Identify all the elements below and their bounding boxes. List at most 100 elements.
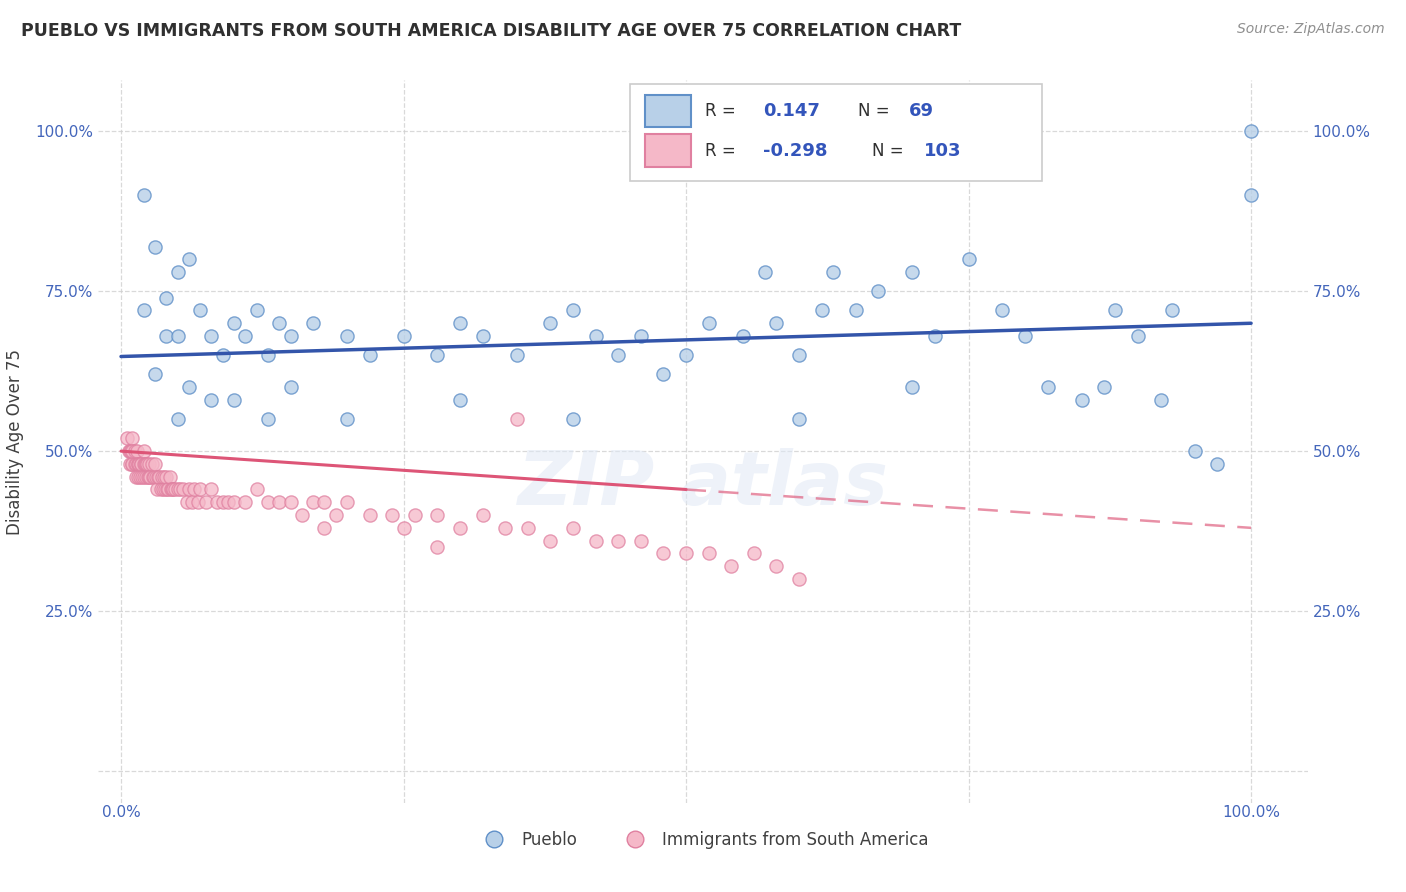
Bar — [645, 135, 690, 167]
Point — [124, 457, 146, 471]
Point — [336, 329, 359, 343]
Point — [166, 483, 188, 497]
Text: N =: N = — [872, 142, 904, 160]
Point — [135, 457, 157, 471]
Point — [177, 252, 200, 267]
Text: 0.0%: 0.0% — [101, 805, 141, 820]
Point — [585, 533, 607, 548]
Point — [222, 392, 245, 407]
Point — [217, 495, 239, 509]
Point — [449, 316, 471, 330]
Point — [505, 348, 527, 362]
Point — [1184, 444, 1206, 458]
Point — [200, 329, 222, 343]
Point — [125, 444, 148, 458]
Point — [742, 546, 765, 560]
Point — [336, 412, 359, 426]
Point — [194, 495, 217, 509]
Point — [160, 483, 183, 497]
Bar — [645, 95, 690, 128]
Point — [787, 348, 810, 362]
Point — [607, 348, 630, 362]
Point — [120, 457, 142, 471]
Point — [585, 329, 607, 343]
Text: 0.147: 0.147 — [763, 103, 820, 120]
Point — [127, 457, 149, 471]
Point — [269, 495, 291, 509]
Point — [325, 508, 347, 522]
Point — [187, 495, 209, 509]
Text: R =: R = — [706, 142, 741, 160]
Point — [177, 483, 200, 497]
Point — [121, 444, 143, 458]
Point — [720, 559, 742, 574]
Point — [120, 444, 142, 458]
Point — [302, 316, 325, 330]
Point — [156, 483, 179, 497]
Point — [143, 457, 166, 471]
Point — [924, 329, 946, 343]
Point — [155, 329, 177, 343]
Point — [127, 457, 149, 471]
Point — [675, 348, 697, 362]
Point — [991, 303, 1014, 318]
Point — [148, 469, 170, 483]
Point — [359, 508, 381, 522]
Point — [392, 329, 415, 343]
Point — [141, 457, 163, 471]
Point — [901, 265, 924, 279]
Point — [233, 495, 256, 509]
Point — [132, 469, 155, 483]
Point — [162, 483, 184, 497]
Point — [269, 316, 291, 330]
Point — [120, 444, 142, 458]
Point — [155, 469, 177, 483]
Point — [152, 483, 174, 497]
Bar — [630, 84, 1042, 181]
Point — [211, 348, 233, 362]
Point — [246, 303, 269, 318]
Point — [124, 444, 146, 458]
Text: Source: ZipAtlas.com: Source: ZipAtlas.com — [1237, 22, 1385, 37]
Point — [1240, 188, 1263, 202]
Point — [392, 521, 415, 535]
Point — [280, 380, 302, 394]
Point — [125, 457, 148, 471]
Point — [145, 469, 167, 483]
Point — [222, 495, 245, 509]
Point — [166, 412, 188, 426]
Text: 100.0%: 100.0% — [1222, 805, 1279, 820]
Point — [142, 469, 165, 483]
Point — [188, 483, 211, 497]
Point — [132, 188, 155, 202]
Point — [821, 265, 844, 279]
Point — [138, 469, 160, 483]
Point — [211, 495, 233, 509]
Point — [155, 291, 177, 305]
Point — [449, 521, 471, 535]
Point — [1104, 303, 1126, 318]
Point — [146, 483, 169, 497]
Point — [426, 348, 449, 362]
Point — [697, 546, 720, 560]
Point — [257, 495, 280, 509]
Point — [1070, 392, 1092, 407]
Point — [314, 495, 336, 509]
Point — [302, 495, 325, 509]
Point — [132, 444, 155, 458]
Point — [246, 483, 269, 497]
Point — [132, 303, 155, 318]
Point — [404, 508, 426, 522]
Point — [562, 303, 585, 318]
Point — [166, 265, 188, 279]
Point — [630, 329, 652, 343]
Point — [188, 303, 211, 318]
Text: N =: N = — [858, 103, 890, 120]
Point — [1161, 303, 1184, 318]
Point — [143, 368, 166, 382]
Point — [222, 316, 245, 330]
Point — [754, 265, 776, 279]
Point — [200, 392, 222, 407]
Point — [607, 533, 630, 548]
Point — [136, 469, 159, 483]
